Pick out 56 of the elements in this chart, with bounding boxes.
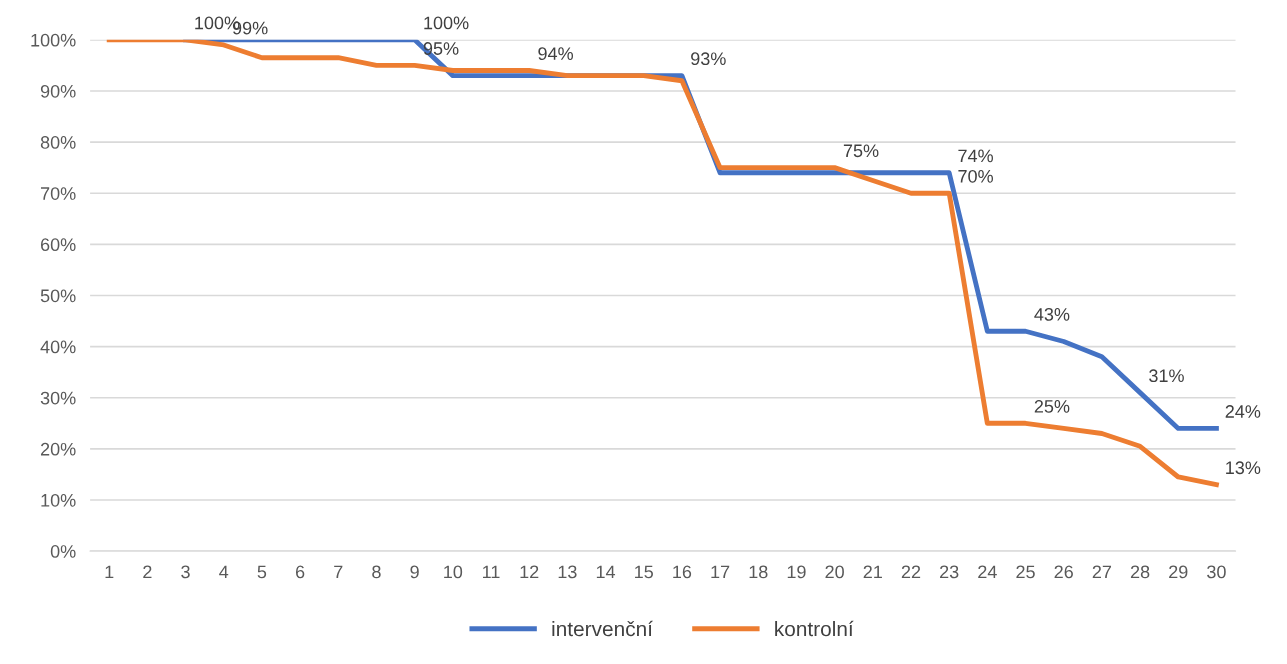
- x-tick-label: 23: [940, 565, 959, 579]
- x-tick-label: 30: [1207, 565, 1226, 579]
- x-tick-label: 17: [711, 565, 730, 579]
- x-tick-label: 11: [482, 565, 500, 579]
- x-tick-label: 6: [295, 565, 305, 579]
- x-tick-label: 29: [1169, 565, 1188, 579]
- data-label: 25%: [1034, 400, 1070, 413]
- x-tick-label: 8: [372, 565, 381, 579]
- x-tick-label: 15: [635, 565, 653, 579]
- y-tick-label: 90%: [40, 84, 76, 98]
- y-tick-label: 40%: [40, 340, 76, 354]
- x-tick-label: 7: [334, 565, 343, 579]
- data-label: 100%: [424, 16, 469, 30]
- y-tick-label: 30%: [40, 391, 76, 405]
- x-tick-label: 5: [257, 565, 267, 579]
- data-label: 24%: [1225, 405, 1261, 418]
- x-tick-label: 27: [1092, 565, 1112, 579]
- y-tick-label: 50%: [40, 289, 76, 303]
- y-tick-label: 20%: [40, 442, 76, 456]
- x-tick-label: 16: [673, 565, 692, 579]
- y-tick-label: 0%: [50, 545, 76, 558]
- data-label: 75%: [843, 144, 879, 158]
- data-label: 94%: [538, 47, 573, 60]
- x-tick-label: 24: [978, 565, 997, 579]
- x-tick-label: 22: [901, 565, 921, 579]
- y-tick-label: 100%: [31, 33, 76, 47]
- x-tick-label: 26: [1054, 565, 1073, 579]
- x-tick-label: 14: [596, 565, 616, 579]
- data-label: 95%: [423, 42, 459, 55]
- x-tick-label: 19: [787, 565, 806, 579]
- x-tick-label: 20: [825, 565, 844, 579]
- data-label: 31%: [1149, 369, 1184, 383]
- legend-label: kontrolní: [775, 620, 854, 637]
- x-tick-label: 28: [1130, 565, 1150, 579]
- x-tick-label: 4: [219, 565, 229, 579]
- y-tick-label: 60%: [40, 238, 76, 252]
- data-label: 70%: [958, 169, 993, 183]
- y-tick-label: 10%: [41, 493, 76, 507]
- line-series: [106, 39, 1219, 488]
- x-tick-label: 1: [105, 565, 114, 579]
- data-label: 43%: [1034, 307, 1070, 321]
- data-label: 93%: [691, 52, 726, 66]
- x-tick-label: 12: [520, 565, 539, 579]
- legend-label: intervenční: [552, 620, 653, 637]
- x-tick-label: 18: [749, 565, 768, 579]
- y-tick-label: 80%: [40, 136, 76, 149]
- x-tick-label: 25: [1016, 565, 1035, 579]
- data-label: 74%: [958, 149, 993, 163]
- data-label: 13%: [1226, 461, 1261, 475]
- x-tick-label: 9: [410, 565, 419, 579]
- x-tick-label: 21: [863, 565, 882, 579]
- x-tick-label: 3: [181, 565, 190, 579]
- x-tick-label: 10: [444, 565, 463, 579]
- x-tick-label: 13: [558, 565, 577, 579]
- y-tick-label: 70%: [40, 187, 76, 200]
- x-tick-label: 2: [143, 565, 152, 579]
